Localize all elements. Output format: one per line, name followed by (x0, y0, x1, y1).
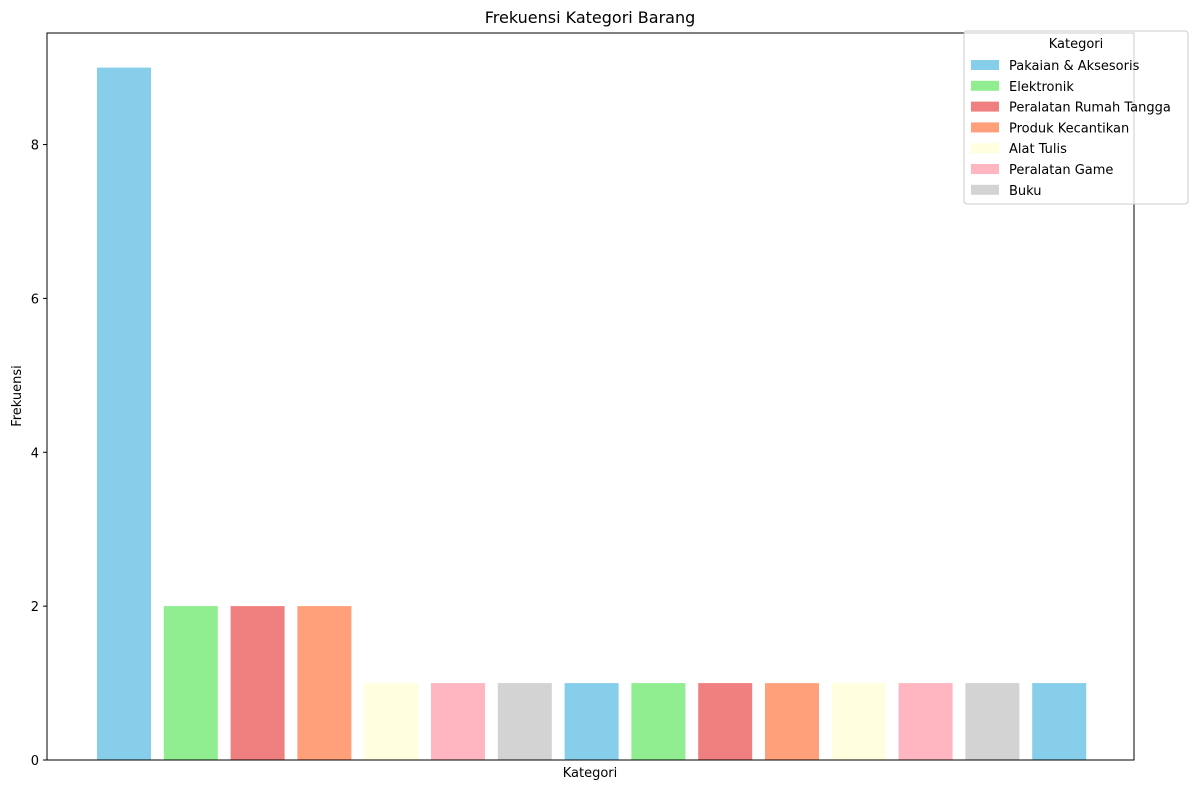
legend-box (963, 30, 1189, 205)
legend-title: Kategori (1049, 37, 1104, 52)
legend-swatch (971, 184, 999, 195)
y-axis-label: Frekuensi (10, 365, 25, 427)
y-axis-ticks: 0 2 4 6 8 (31, 139, 47, 769)
bar-2 (163, 606, 218, 760)
plot-frame (46, 32, 1135, 761)
bar-4 (297, 606, 352, 760)
legend-label: Elektronik (1009, 80, 1074, 95)
legend-label: Alat Tulis (1009, 142, 1067, 157)
y-tick-label: 4 (31, 446, 39, 461)
legend-label: Produk Kecantikan (1009, 121, 1129, 136)
legend-swatch (971, 80, 999, 91)
bar-6 (431, 683, 485, 760)
legend-label: Pakaian & Aksesoris (1009, 59, 1140, 74)
legend-label: Peralatan Game (1009, 163, 1113, 178)
bar-15 (1032, 683, 1087, 760)
legend-swatch (971, 101, 999, 112)
legend-label: Peralatan Rumah Tangga (1009, 101, 1171, 116)
y-tick-label: 8 (31, 139, 39, 154)
bar-7 (497, 683, 552, 760)
legend-swatch (971, 143, 999, 154)
bars-group (97, 67, 1087, 761)
legend-swatch (971, 164, 999, 174)
x-axis-label: Kategori (563, 766, 618, 781)
bar-11 (765, 683, 819, 760)
bar-8 (564, 683, 619, 760)
bar-12 (831, 683, 886, 760)
legend-swatch (971, 60, 999, 70)
chart-title: Frekuensi Kategori Barang (485, 8, 696, 27)
bar-5 (364, 683, 419, 760)
bar-14 (965, 683, 1020, 760)
y-tick-label: 6 (31, 292, 39, 307)
bar-10 (698, 683, 753, 760)
legend-label: Buku (1009, 184, 1042, 199)
y-tick-label: 0 (31, 754, 39, 769)
y-tick-label: 2 (31, 600, 39, 615)
legend-entries: Pakaian & Aksesoris Elektronik Peralatan R… (971, 59, 1171, 199)
bar-13 (898, 683, 953, 760)
bar-1 (97, 67, 151, 761)
legend-swatch (971, 122, 999, 133)
bar-9 (631, 683, 686, 760)
bar-3 (230, 606, 285, 760)
legend: Kategori Pakaian & Aksesoris Elektronik Pe… (963, 30, 1189, 205)
